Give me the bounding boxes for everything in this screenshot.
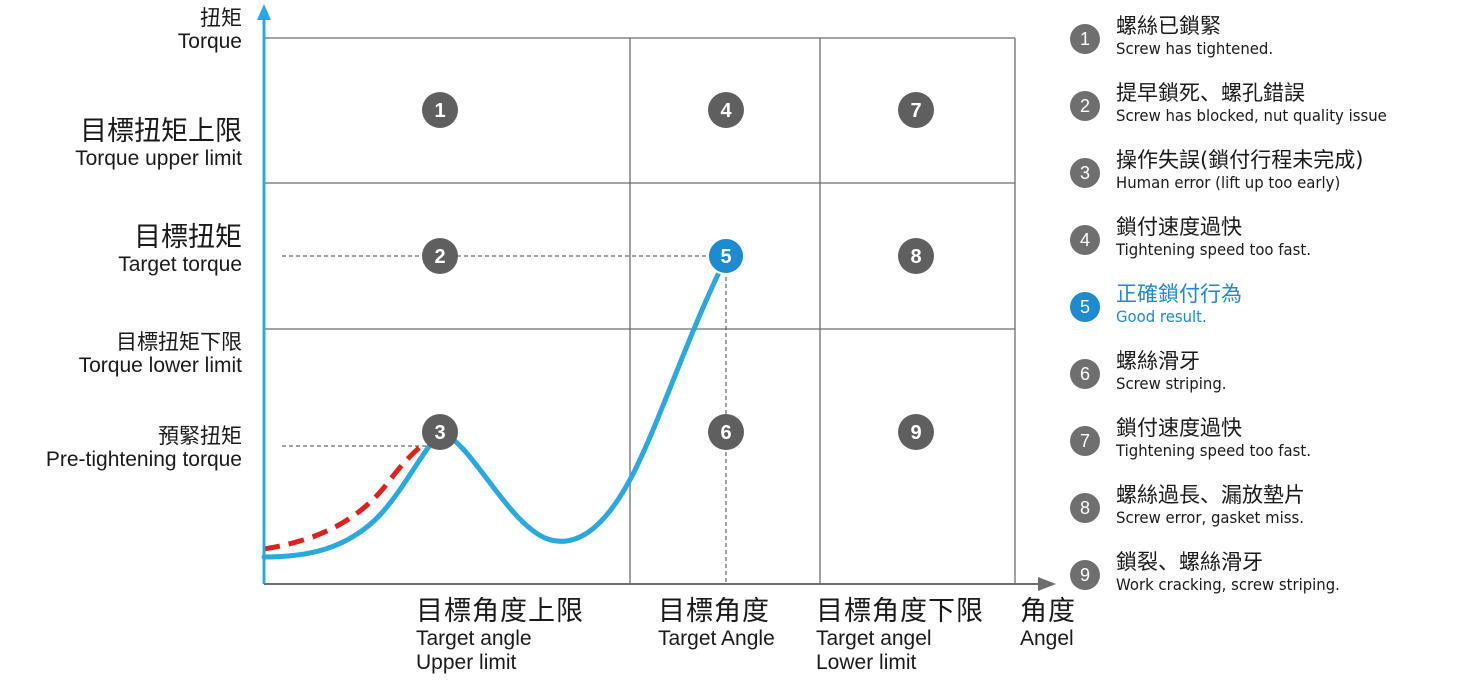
marker-4: 4 — [708, 92, 744, 128]
y-label-pre-tightening-en: Pre-tightening torque — [45, 448, 242, 472]
legend-title: 螺絲滑牙 — [1116, 349, 1200, 373]
marker-1: 1 — [422, 92, 458, 128]
x-label-angle-en: Angel — [1020, 627, 1074, 651]
y-label-target-torque-zh: 目標扭矩 — [134, 222, 242, 253]
legend-title: 鎖裂、螺絲滑牙 — [1116, 550, 1263, 574]
x-label-target-angle-en: Target Angle — [658, 627, 775, 651]
svg-text:3: 3 — [434, 422, 445, 444]
legend-description: Human error (lift up too early) — [1116, 173, 1341, 192]
legend-num-badge: 9 — [1070, 560, 1100, 590]
y-label-upper-limit-en: Torque upper limit — [75, 147, 242, 171]
x-label-angle-upper: 目標角度上限 Target angle Upper limit — [416, 596, 584, 675]
y-label-target-torque: 目標扭矩 Target torque — [118, 222, 242, 277]
marker-6: 6 — [708, 414, 744, 450]
marker-5: 5 — [707, 237, 745, 275]
x-label-angle: 角度 Angel — [1020, 596, 1076, 651]
y-label-pre-tightening: 預緊扭矩 Pre-tightening torque — [46, 424, 242, 472]
legend-description: Work cracking, screw striping. — [1116, 575, 1340, 594]
legend-item-2: 2 提早鎖死、螺孔錯誤 Screw has blocked, nut quali… — [1070, 77, 1465, 137]
x-label-target-angle: 目標角度 Target Angle — [658, 596, 775, 651]
svg-text:8: 8 — [910, 246, 921, 268]
legend-item-6: 6 螺絲滑牙 Screw striping. — [1070, 345, 1465, 405]
y-label-lower-limit-en: Torque lower limit — [78, 354, 242, 378]
x-label-angle-zh: 角度 — [1020, 596, 1076, 627]
legend-item-1: 1 螺絲已鎖緊 Screw has tightened. — [1070, 10, 1465, 70]
marker-8: 8 — [898, 238, 934, 274]
legend-num-badge: 7 — [1070, 426, 1100, 456]
legend-item-9: 9 鎖裂、螺絲滑牙 Work cracking, screw striping. — [1070, 546, 1465, 606]
y-label-lower-limit: 目標扭矩下限 Torque lower limit — [79, 330, 242, 378]
legend-title: 提早鎖死、螺孔錯誤 — [1116, 81, 1305, 105]
legend-description: Screw has tightened. — [1116, 39, 1274, 58]
svg-text:7: 7 — [910, 100, 921, 122]
legend-item-8: 8 螺絲過長、漏放墊片 Screw error, gasket miss. — [1070, 479, 1465, 539]
x-label-angle-upper-zh: 目標角度上限 — [416, 596, 584, 627]
legend-description: Screw striping. — [1116, 374, 1227, 393]
y-label-torque: 扭矩 Torque — [178, 6, 242, 54]
legend-num-badge: 6 — [1070, 359, 1100, 389]
legend-item-5: 5 正確鎖付行為 Good result. — [1070, 278, 1465, 338]
marker-7: 7 — [898, 92, 934, 128]
legend-num-badge: 8 — [1070, 493, 1100, 523]
svg-text:6: 6 — [720, 422, 731, 444]
y-label-lower-limit-zh: 目標扭矩下限 — [116, 330, 242, 354]
legend-title: 正確鎖付行為 — [1116, 282, 1242, 306]
legend-title: 螺絲過長、漏放墊片 — [1116, 483, 1305, 507]
legend-description: Good result. — [1116, 307, 1207, 326]
y-label-upper-limit-zh: 目標扭矩上限 — [80, 116, 242, 147]
legend-num-badge: 1 — [1070, 24, 1100, 54]
x-label-angle-lower-zh: 目標角度下限 — [816, 596, 984, 627]
legend-title: 鎖付速度過快 — [1116, 416, 1242, 440]
legend-item-7: 7 鎖付速度過快 Tightening speed too fast. — [1070, 412, 1465, 472]
legend-num-badge: 2 — [1070, 91, 1100, 121]
legend-description: Tightening speed too fast. — [1116, 441, 1311, 460]
x-label-angle-upper-en: Target angle Upper limit — [416, 627, 532, 675]
legend-item-3: 3 操作失誤(鎖付行程未完成) Human error (lift up too… — [1070, 144, 1465, 204]
torque-curve — [261, 255, 729, 560]
legend-title: 螺絲已鎖緊 — [1116, 14, 1221, 38]
svg-text:5: 5 — [720, 246, 731, 268]
y-label-torque-zh: 扭矩 — [200, 6, 242, 30]
legend-num-badge: 5 — [1070, 292, 1100, 322]
pre-tightening-curve — [263, 429, 442, 552]
y-label-target-torque-en: Target torque — [118, 253, 242, 277]
legend-num-badge: 4 — [1070, 225, 1100, 255]
legend-title: 鎖付速度過快 — [1116, 215, 1242, 239]
y-axis-arrow — [257, 4, 271, 20]
y-label-upper-limit: 目標扭矩上限 Torque upper limit — [75, 116, 242, 171]
x-label-angle-lower-en: Target angel Lower limit — [816, 627, 932, 675]
x-axis-arrow — [1038, 577, 1056, 591]
svg-text:2: 2 — [434, 246, 445, 268]
x-label-target-angle-zh: 目標角度 — [658, 596, 770, 627]
grid — [264, 37, 1016, 584]
marker-3: 3 — [422, 414, 458, 450]
svg-text:4: 4 — [720, 100, 732, 122]
svg-text:9: 9 — [910, 422, 921, 444]
x-label-angle-lower: 目標角度下限 Target angel Lower limit — [816, 596, 984, 675]
svg-text:1: 1 — [434, 100, 445, 122]
legend-description: Tightening speed too fast. — [1116, 240, 1311, 259]
legend-title: 操作失誤(鎖付行程未完成) — [1116, 148, 1364, 172]
marker-2: 2 — [422, 238, 458, 274]
y-label-torque-en: Torque — [177, 30, 242, 54]
marker-9: 9 — [898, 414, 934, 450]
legend-item-4: 4 鎖付速度過快 Tightening speed too fast. — [1070, 211, 1465, 271]
legend-description: Screw error, gasket miss. — [1116, 508, 1304, 527]
legend-description: Screw has blocked, nut quality issue — [1116, 106, 1387, 125]
y-label-pre-tightening-zh: 預緊扭矩 — [158, 424, 242, 448]
legend-num-badge: 3 — [1070, 158, 1100, 188]
